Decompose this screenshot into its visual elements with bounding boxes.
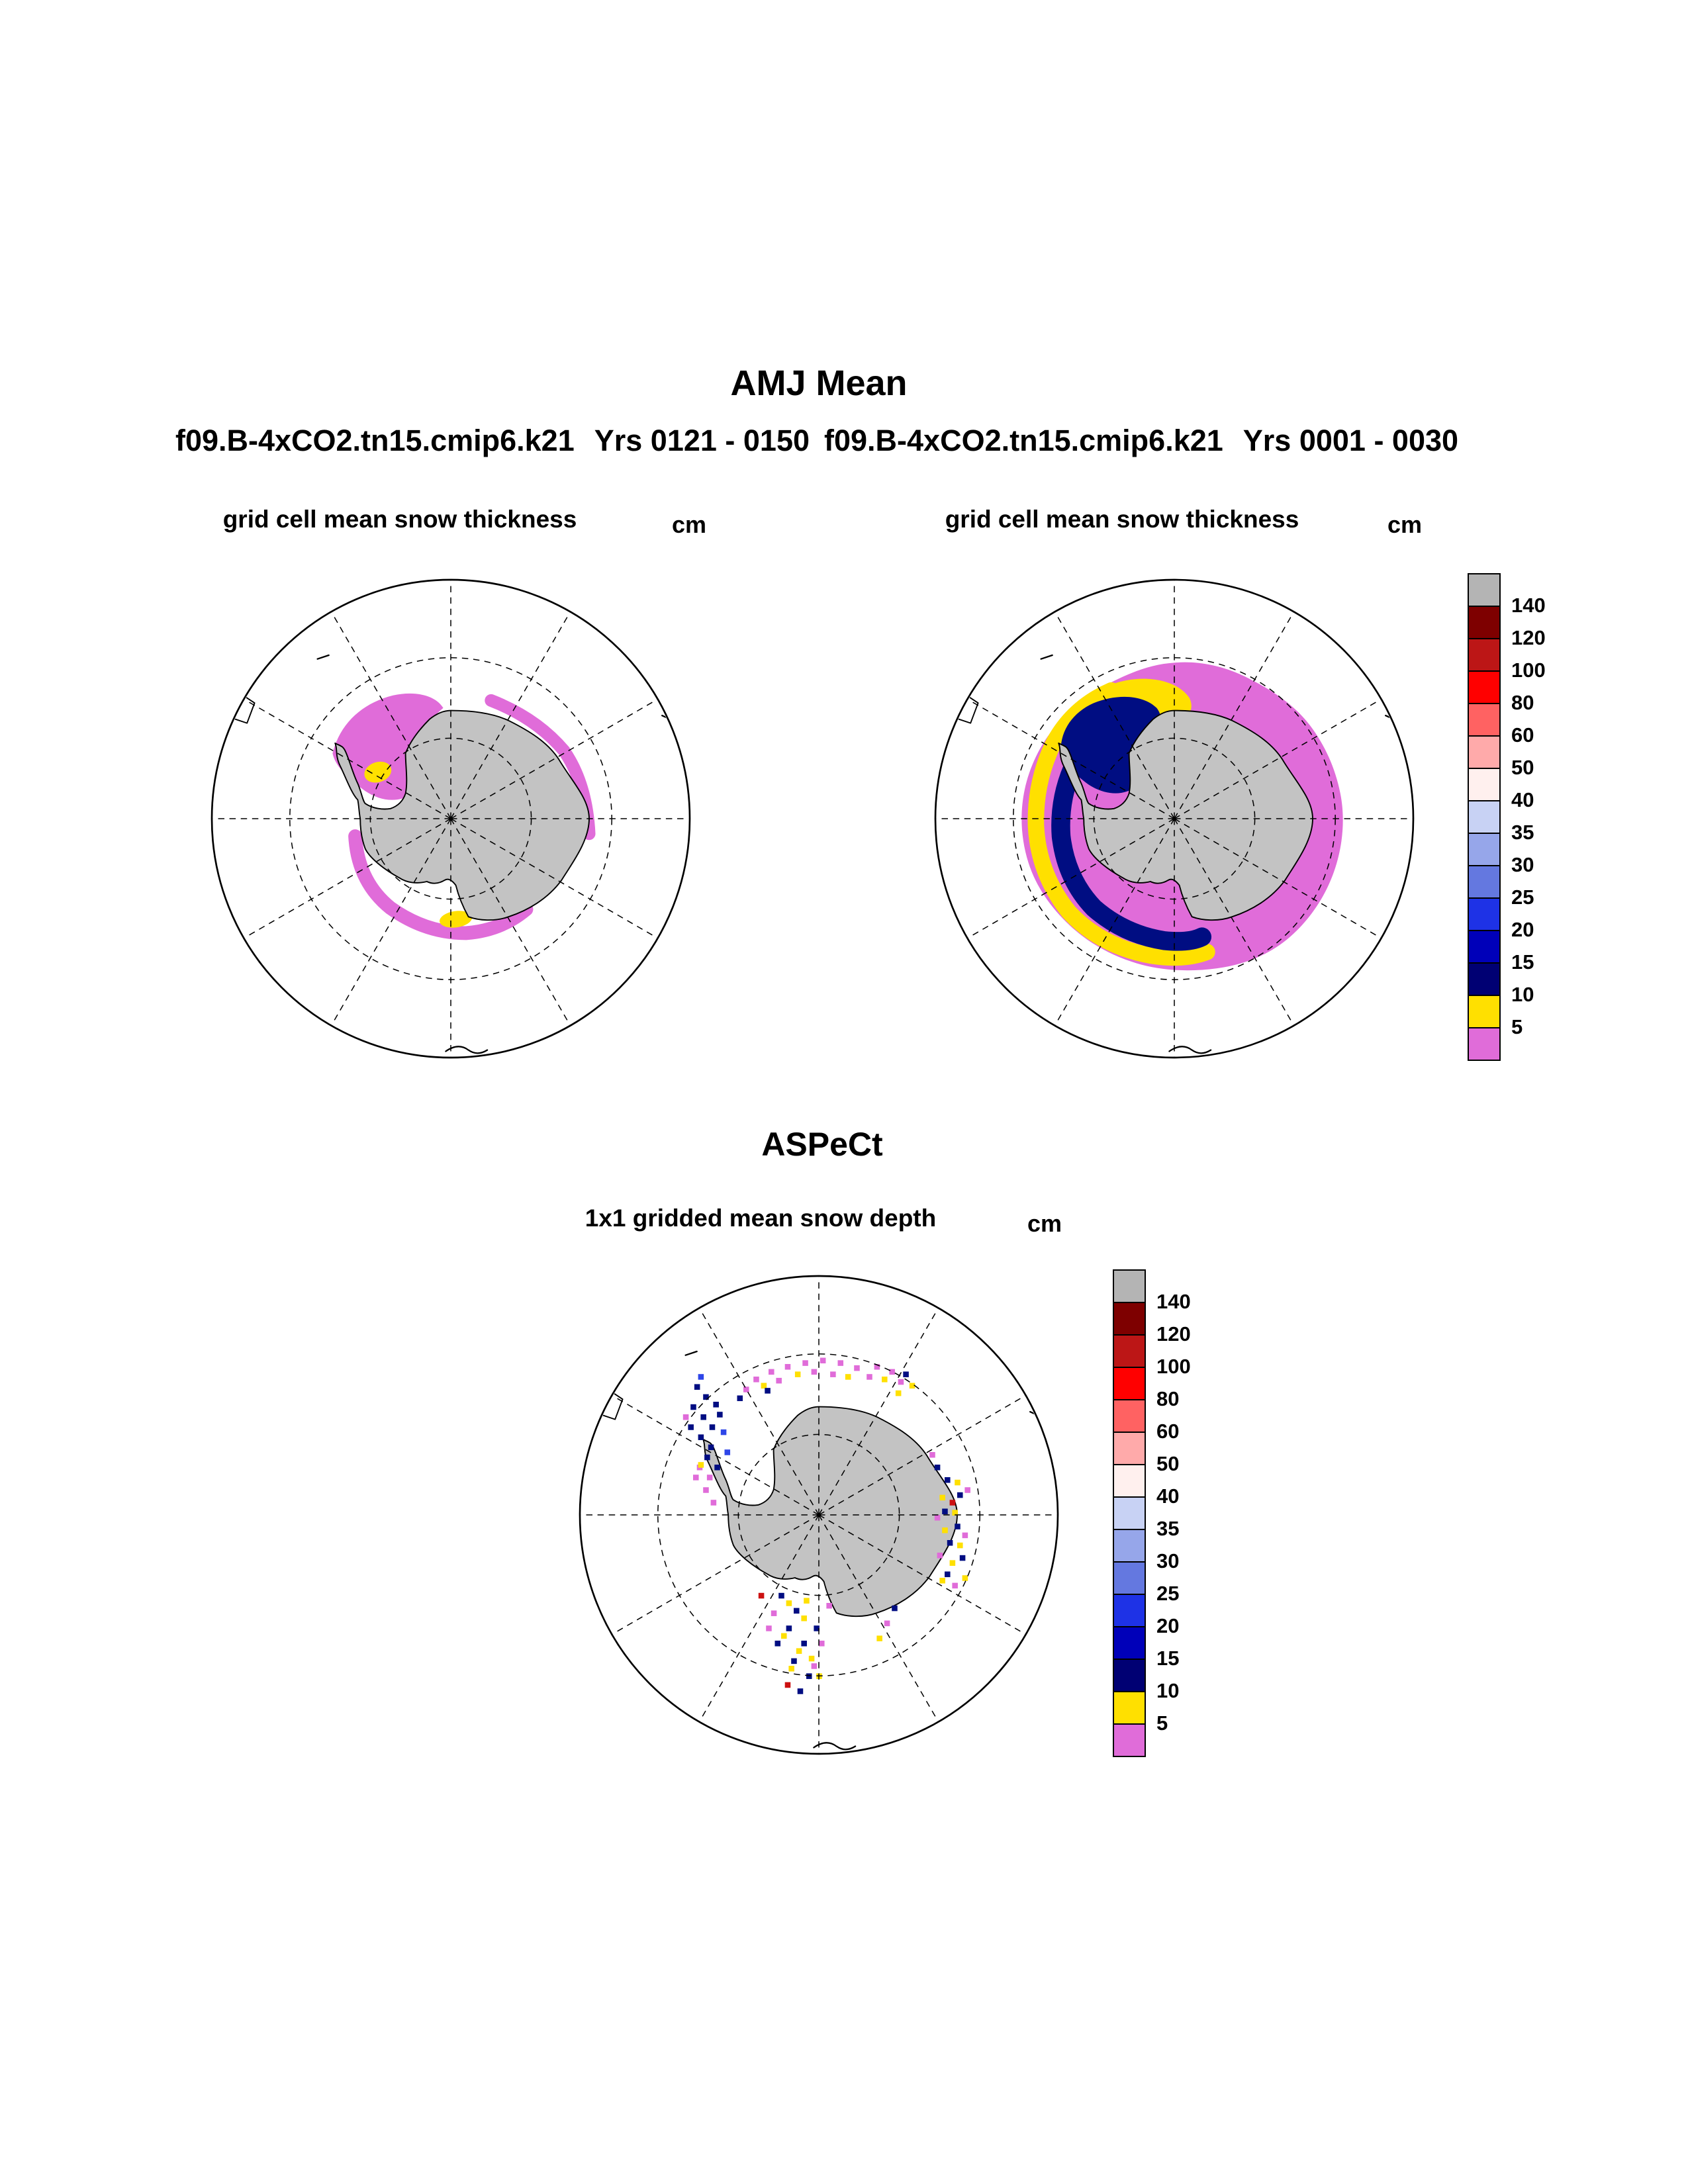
colorbar-tick-label: 20 [1511,918,1534,941]
colorbar-cell-80-100 [1113,1367,1146,1400]
units-label-model-early: cm [1387,511,1423,538]
map-model-early [934,578,1415,1059]
colorbar-cell-20-25 [1468,897,1501,931]
colorbar-tick-label: 40 [1511,788,1534,811]
panel-title-model-early: grid cell mean snow thickness [945,506,1299,533]
colorbar-tick-label: 30 [1156,1549,1180,1572]
colorbar-bottom: 140 120 100 80 60 50 40 35 30 25 20 15 10 5 [1113,1269,1252,1757]
colorbar-tick-label: 15 [1511,950,1534,974]
colorbar-cell-30-35 [1468,833,1501,866]
colorbar-tick-label: 10 [1511,983,1534,1006]
colorbar-cell-25-30 [1113,1561,1146,1595]
colorbar-cell-100-120 [1113,1334,1146,1368]
colorbar-cell-10-15 [1113,1659,1146,1692]
colorbar-cell-35-40 [1113,1496,1146,1530]
colorbar-cell-50-60 [1468,735,1501,769]
figure-title: AMJ Mean [730,363,908,403]
colorbar-cell-120-140 [1113,1302,1146,1336]
colorbar-cell-60-80 [1113,1399,1146,1433]
colorbar-tick-label: 25 [1511,886,1534,909]
colorbar-cell-25-30 [1468,865,1501,899]
map-boundary [934,578,1415,1059]
colorbar-tick-label: 5 [1511,1015,1523,1038]
colorbar-tick-label: 50 [1511,756,1534,779]
colorbar-tick-label: 120 [1156,1322,1191,1345]
units-label-model-late: cm [671,511,707,538]
colorbar-tick-label: 140 [1511,594,1546,617]
colorbar-tick-label: 120 [1511,626,1546,649]
colorbar-top: 140 120 100 80 60 50 40 35 30 25 20 15 10 5 [1468,573,1607,1061]
colorbar-tick-label: 5 [1156,1711,1168,1735]
colorbar-tick-label: 20 [1156,1614,1180,1637]
section-title-aspect: ASPeCt [761,1126,883,1163]
colorbar-tick-label: 15 [1156,1647,1180,1670]
colorbar-tick-label: 35 [1156,1517,1180,1540]
colorbar-cell-50-60 [1113,1432,1146,1465]
colorbar-cell-120-140 [1468,606,1501,639]
colorbar-cell-gt140 [1113,1269,1146,1303]
colorbar-cell-100-120 [1468,638,1501,672]
colorbar-tick-label: 100 [1156,1355,1191,1378]
colorbar-cell-5-10 [1113,1691,1146,1725]
colorbar-tick-label: 30 [1511,853,1534,876]
units-label-aspect: cm [1027,1210,1062,1237]
colorbar-cell-40-50 [1113,1464,1146,1498]
colorbar-tick-label: 60 [1156,1420,1180,1443]
colorbar-cell-15-20 [1468,930,1501,964]
colorbar-tick-label: 80 [1511,691,1534,714]
run-label-left: f09.B-4xCO2.tn15.cmip6.k21 [175,424,575,457]
map-aspect [579,1275,1059,1755]
colorbar-cell-60-80 [1468,703,1501,737]
map-boundary [211,578,691,1059]
colorbar-tick-label: 140 [1156,1290,1191,1313]
colorbar-cell-lt5 [1468,1027,1501,1061]
colorbar-tick-label: 40 [1156,1484,1180,1508]
colorbar-cell-15-20 [1113,1626,1146,1660]
colorbar-tick-label: 100 [1511,659,1546,682]
colorbar-cell-20-25 [1113,1594,1146,1627]
colorbar-cell-40-50 [1468,768,1501,801]
colorbar-cell-80-100 [1468,670,1501,704]
colorbar-cell-30-35 [1113,1529,1146,1563]
run-label-right: f09.B-4xCO2.tn15.cmip6.k21 [824,424,1223,457]
colorbar-cell-35-40 [1468,800,1501,834]
colorbar-tick-label: 50 [1156,1452,1180,1475]
colorbar-tick-label: 80 [1156,1387,1180,1410]
colorbar-cell-gt140 [1468,573,1501,607]
figure-subtitle: f09.B-4xCO2.tn15.cmip6.k21 Yrs 0121 - 015… [175,424,1458,458]
colorbar-cell-5-10 [1468,995,1501,1028]
colorbar-tick-label: 35 [1511,821,1534,844]
years-label-left: Yrs 0121 - 0150 [594,424,810,457]
panel-title-aspect: 1x1 gridded mean snow depth [585,1205,937,1232]
observation-dots [682,1357,970,1694]
panel-title-model-late: grid cell mean snow thickness [222,506,577,533]
colorbar-cell-lt5 [1113,1723,1146,1757]
colorbar-cell-10-15 [1468,962,1501,996]
colorbar-tick-label: 60 [1511,723,1534,747]
colorbar-tick-label: 10 [1156,1679,1180,1702]
colorbar-tick-label: 25 [1156,1582,1180,1605]
map-boundary [579,1275,1059,1755]
map-model-late [211,578,691,1059]
years-label-right: Yrs 0001 - 0030 [1243,424,1459,457]
